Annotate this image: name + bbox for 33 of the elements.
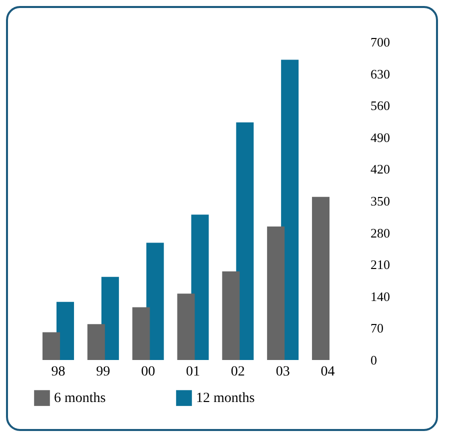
bar bbox=[191, 214, 209, 360]
y-tick-label: 210 bbox=[370, 257, 390, 272]
bar bbox=[132, 307, 150, 360]
bar bbox=[101, 276, 119, 360]
x-tick-label: 03 bbox=[276, 364, 290, 380]
x-tick-label: 98 bbox=[51, 364, 66, 380]
bar bbox=[222, 271, 240, 360]
y-tick-label: 280 bbox=[370, 225, 390, 240]
y-tick-label: 420 bbox=[370, 162, 390, 177]
y-tick-label: 700 bbox=[370, 34, 390, 50]
x-tick-label: 04 bbox=[320, 364, 335, 380]
bar bbox=[281, 60, 299, 360]
bar bbox=[42, 332, 60, 360]
y-tick-label: 630 bbox=[370, 66, 390, 82]
y-tick-label: 490 bbox=[370, 130, 390, 145]
bar bbox=[177, 294, 195, 360]
legend-label: 12 months bbox=[196, 391, 255, 406]
bar bbox=[236, 122, 254, 360]
y-tick-label: 560 bbox=[370, 98, 390, 114]
bar bbox=[267, 226, 285, 360]
x-tick-label: 00 bbox=[141, 364, 156, 380]
bar bbox=[56, 302, 74, 360]
bar bbox=[146, 242, 164, 360]
y-tick-label: 70 bbox=[370, 320, 384, 336]
y-tick-label: 0 bbox=[370, 352, 377, 368]
x-tick-label: 01 bbox=[186, 364, 200, 380]
legend-label: 6 months bbox=[54, 391, 106, 406]
bar bbox=[87, 324, 105, 360]
bar bbox=[312, 196, 330, 360]
y-tick-label: 350 bbox=[370, 194, 390, 208]
x-tick-label: 99 bbox=[96, 364, 110, 380]
y-tick-label: 140 bbox=[370, 288, 390, 304]
x-tick-label: 02 bbox=[230, 364, 245, 380]
